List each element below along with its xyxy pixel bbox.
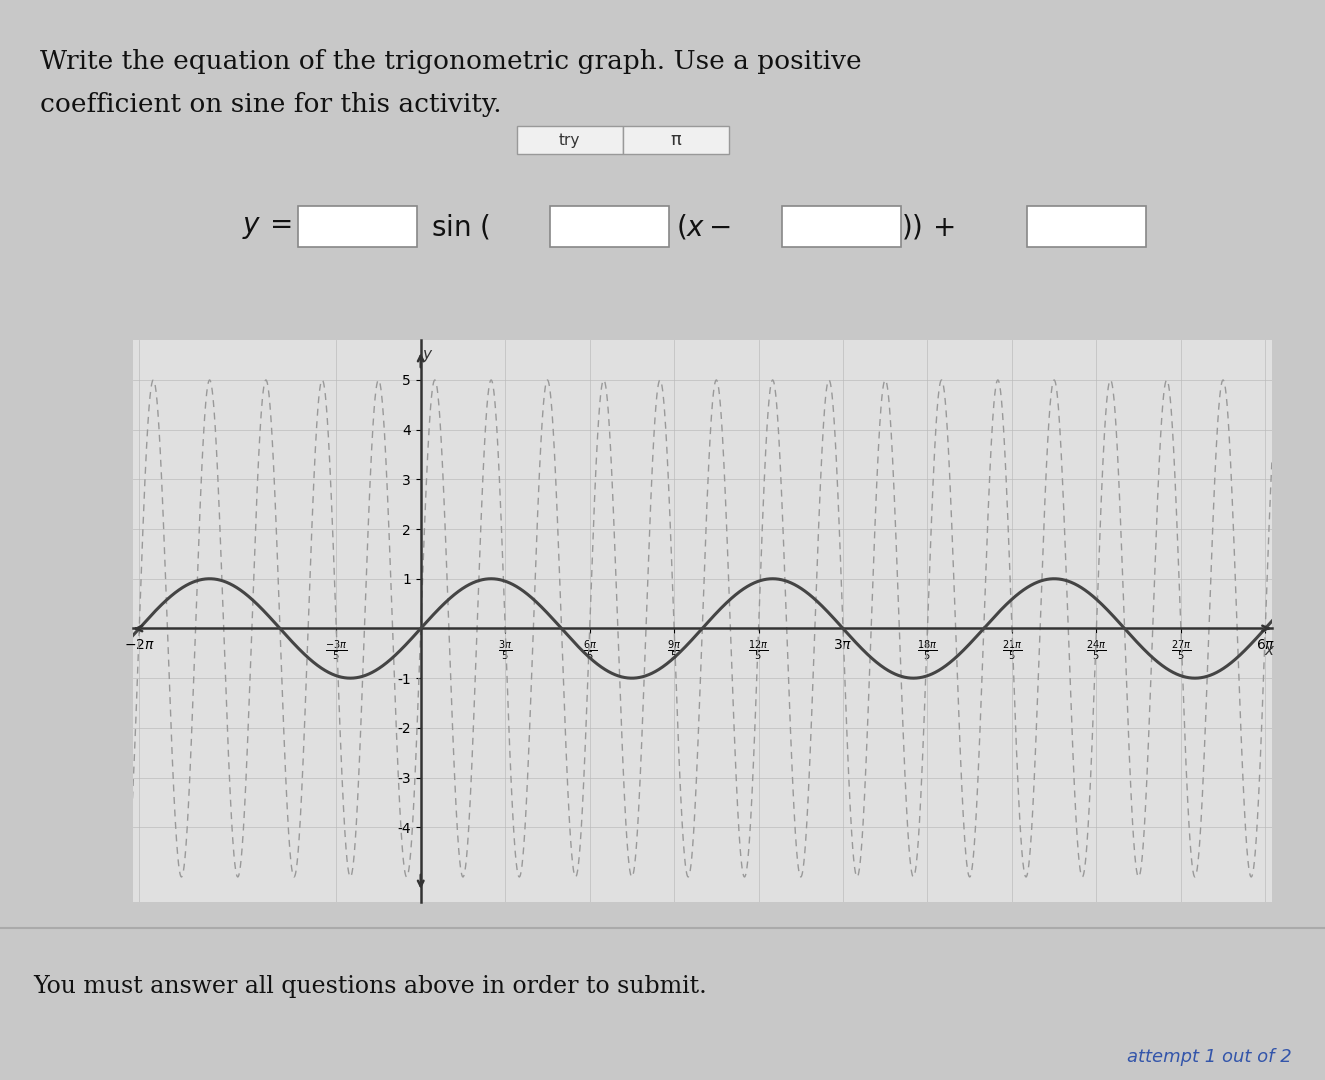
Text: coefficient on sine for this activity.: coefficient on sine for this activity.	[40, 92, 501, 117]
Text: You must answer all questions above in order to submit.: You must answer all questions above in o…	[33, 974, 706, 998]
FancyBboxPatch shape	[550, 206, 669, 247]
Text: attempt 1 out of 2: attempt 1 out of 2	[1128, 1048, 1292, 1066]
Text: Write the equation of the trigonometric graph. Use a positive: Write the equation of the trigonometric …	[40, 49, 861, 73]
FancyBboxPatch shape	[782, 206, 901, 247]
Text: $))\,+$: $))\,+$	[901, 213, 955, 241]
FancyBboxPatch shape	[298, 206, 417, 247]
FancyBboxPatch shape	[1027, 206, 1146, 247]
Text: $(x-$: $(x-$	[676, 213, 731, 241]
FancyBboxPatch shape	[517, 126, 623, 154]
Text: $\sin\,($: $\sin\,($	[431, 213, 490, 241]
Text: try: try	[559, 133, 580, 148]
FancyBboxPatch shape	[623, 126, 729, 154]
Text: $x$: $x$	[1264, 644, 1276, 659]
Text: π: π	[670, 132, 681, 149]
Text: $y\,=$: $y\,=$	[242, 213, 292, 241]
Text: $y$: $y$	[421, 348, 433, 364]
